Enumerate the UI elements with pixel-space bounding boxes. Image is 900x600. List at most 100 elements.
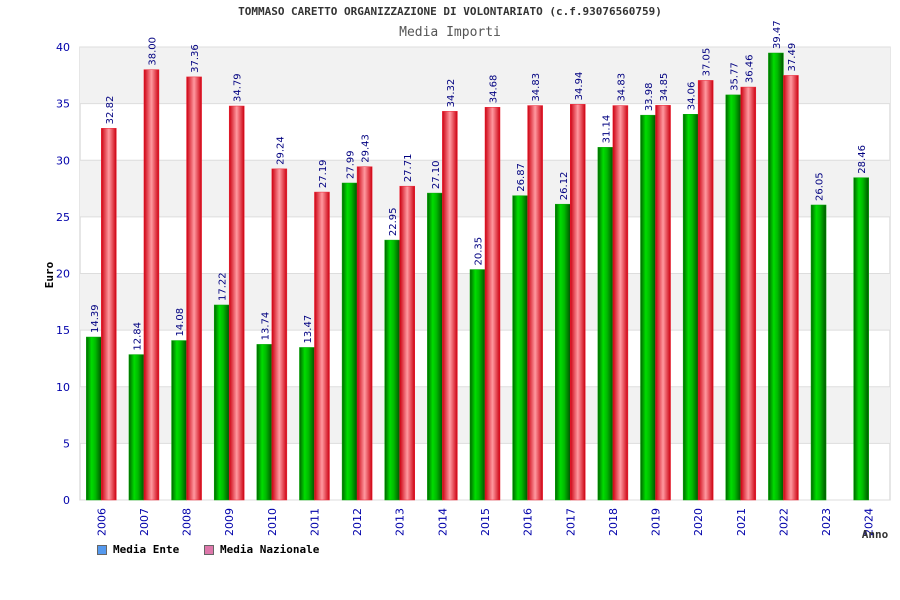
bar-ente-2012 <box>341 182 358 501</box>
bar-nazionale-2016 <box>527 105 543 501</box>
legend-swatch-ente <box>97 545 107 555</box>
bar-nazionale-2006 <box>101 128 117 501</box>
bar-ente-2009 <box>213 304 230 501</box>
bar-nazionale-2020 <box>697 80 714 501</box>
x-tick-label: 2015 <box>479 508 492 536</box>
bar-ente-2006 <box>86 336 102 501</box>
x-tick-label: 2017 <box>564 508 577 536</box>
value-label-nazionale-2016: 34.83 <box>531 73 542 102</box>
bar-ente-2017 <box>555 203 571 501</box>
x-tick-label: 2024 <box>863 508 876 536</box>
bar-ente-2020 <box>682 114 699 501</box>
value-label-ente-2012: 27.99 <box>346 150 357 179</box>
y-tick-label: 35 <box>56 98 70 111</box>
x-tick-label: 2021 <box>735 508 748 536</box>
y-tick-label: 0 <box>63 494 70 507</box>
x-tick-label: 2007 <box>138 508 151 536</box>
value-label-nazionale-2014: 34.32 <box>446 79 457 108</box>
value-label-nazionale-2018: 34.83 <box>616 73 627 102</box>
y-axis-ticks: 0 5 10 15 20 25 30 35 40 <box>56 41 70 507</box>
bar-nazionale-2015 <box>484 106 501 501</box>
value-label-ente-2013: 22.95 <box>388 207 399 236</box>
x-tick-label: 2018 <box>607 508 620 536</box>
x-tick-label: 2011 <box>308 508 321 536</box>
legend-label-ente: Media Ente <box>113 543 180 556</box>
x-tick-label: 2014 <box>436 508 449 536</box>
bar-nazionale-2009 <box>228 105 245 501</box>
bar-ente-2007 <box>128 354 145 501</box>
value-label-ente-2011: 13.47 <box>303 315 314 344</box>
bar-ente-2010 <box>256 344 273 501</box>
x-tick-label: 2012 <box>351 508 364 536</box>
value-label-ente-2007: 12.84 <box>132 322 143 351</box>
value-label-ente-2021: 35.77 <box>729 62 740 91</box>
bar-nazionale-2022 <box>783 75 799 501</box>
bar-nazionale-2021 <box>740 86 757 501</box>
bar-ente-2014 <box>427 192 443 501</box>
value-label-ente-2009: 17.22 <box>218 272 229 301</box>
bar-nazionale-2010 <box>271 168 288 501</box>
y-axis-label: Euro <box>43 261 56 288</box>
value-label-ente-2015: 20.35 <box>474 237 485 266</box>
bar-ente-2019 <box>640 114 656 501</box>
value-label-ente-2006: 14.39 <box>90 304 101 333</box>
bar-ente-2024 <box>853 177 869 501</box>
bar-nazionale-2013 <box>399 185 415 501</box>
bars <box>86 52 869 501</box>
y-tick-label: 40 <box>56 41 70 54</box>
value-label-nazionale-2019: 34.85 <box>659 73 670 102</box>
value-label-ente-2018: 31.14 <box>601 115 612 144</box>
bar-nazionale-2008 <box>186 76 202 501</box>
y-tick-label: 20 <box>56 268 70 281</box>
bar-ente-2018 <box>597 147 614 501</box>
value-label-nazionale-2020: 37.05 <box>702 48 713 77</box>
value-label-nazionale-2022: 37.49 <box>787 43 798 72</box>
bar-nazionale-2019 <box>655 105 671 501</box>
value-label-nazionale-2010: 29.24 <box>275 136 286 165</box>
value-label-nazionale-2012: 29.43 <box>361 134 372 163</box>
x-tick-label: 2010 <box>266 508 279 536</box>
value-labels: 14.39 32.82 12.84 38.00 14.08 37.36 17.22 34.79… <box>90 20 868 350</box>
x-tick-label: 2013 <box>394 508 407 536</box>
value-label-nazionale-2015: 34.68 <box>489 75 500 104</box>
bar-ente-2013 <box>384 239 400 501</box>
bar-ente-2016 <box>512 195 528 501</box>
bar-nazionale-2012 <box>356 166 373 501</box>
value-label-nazionale-2008: 37.36 <box>190 44 201 73</box>
y-tick-label: 10 <box>56 381 70 394</box>
bar-nazionale-2014 <box>442 111 458 501</box>
value-label-nazionale-2021: 36.46 <box>744 54 755 83</box>
y-tick-label: 30 <box>56 154 70 167</box>
bar-nazionale-2017 <box>570 104 586 501</box>
value-label-ente-2020: 34.06 <box>687 82 698 111</box>
bar-ente-2015 <box>469 269 486 501</box>
bar-ente-2011 <box>299 347 315 501</box>
value-label-ente-2022: 39.47 <box>772 20 783 49</box>
bar-ente-2008 <box>171 340 187 501</box>
x-tick-label: 2022 <box>777 508 790 536</box>
value-label-ente-2010: 13.74 <box>260 312 271 341</box>
value-label-nazionale-2013: 27.71 <box>403 154 414 183</box>
value-label-ente-2016: 26.87 <box>516 163 527 192</box>
legend-item-ente: Media Ente <box>97 543 179 556</box>
value-label-ente-2019: 33.98 <box>644 83 655 112</box>
legend-label-nazionale: Media Nazionale <box>220 543 320 556</box>
chart-subtitle: Media Importi <box>399 25 501 40</box>
bar-ente-2021 <box>725 94 742 501</box>
x-axis-ticks: 2006 2007 2008 2009 2010 2011 2012 2013 2014 2015… <box>95 508 875 536</box>
x-tick-label: 2008 <box>181 508 194 536</box>
value-label-nazionale-2017: 34.94 <box>574 72 585 101</box>
x-tick-label: 2019 <box>650 508 663 536</box>
y-tick-label: 25 <box>56 211 70 224</box>
bar-ente-2023 <box>810 204 827 501</box>
bar-nazionale-2007 <box>143 69 160 501</box>
chart-title: TOMMASO CARETTO ORGANIZZAZIONE DI VOLONT… <box>238 5 662 18</box>
x-tick-label: 2023 <box>820 508 833 536</box>
value-label-nazionale-2009: 34.79 <box>233 73 244 102</box>
value-label-nazionale-2006: 32.82 <box>105 96 116 125</box>
value-label-ente-2017: 26.12 <box>559 172 570 201</box>
bar-nazionale-2011 <box>314 191 330 501</box>
value-label-ente-2014: 27.10 <box>431 160 442 189</box>
bar-ente-2022 <box>768 52 784 501</box>
